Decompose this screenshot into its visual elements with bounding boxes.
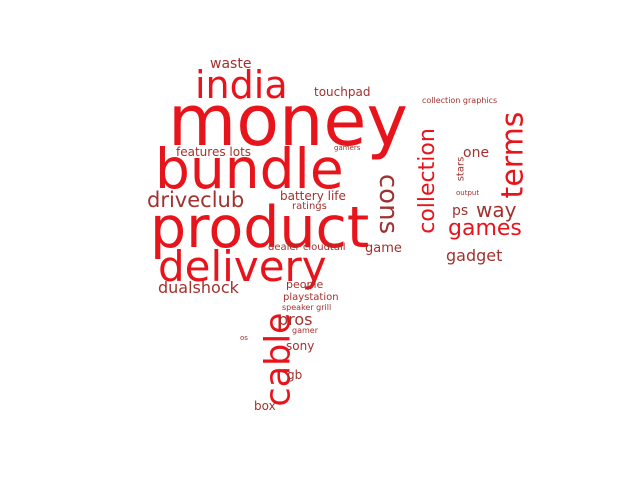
word-speaker-grill: speaker grill — [282, 303, 332, 312]
word-battery-life: battery life — [280, 189, 346, 203]
word-waste: waste — [210, 56, 252, 72]
word-features-lots: features lots — [176, 145, 252, 159]
word-india: india — [195, 63, 288, 107]
word-playstation: playstation — [283, 292, 339, 303]
word-os: os — [240, 334, 248, 342]
word-gb: gb — [287, 368, 303, 382]
word-collection: collection — [414, 128, 440, 234]
word-games: games — [448, 216, 522, 241]
word-way: way — [476, 198, 517, 222]
word-one: one — [463, 145, 490, 161]
word-gamers: gamers — [334, 144, 361, 152]
word-driveclub: driveclub — [147, 188, 245, 212]
word-bundle: bundle — [155, 137, 344, 201]
word-sony: sony — [286, 339, 315, 353]
word-box: box — [254, 399, 276, 413]
word-product: product — [150, 195, 370, 261]
word-collection-graphics: collection graphics — [422, 96, 498, 105]
word-money: money — [168, 80, 408, 162]
word-people: people — [286, 278, 324, 291]
word-ps: ps — [452, 203, 469, 219]
word-delivery: delivery — [158, 242, 327, 291]
word-cons: cons — [373, 173, 404, 235]
word-ratings: ratings — [292, 201, 327, 212]
word-output: output — [456, 189, 480, 197]
word-pros: pros — [278, 310, 313, 329]
word-dealer-cloudtail: dealer cloudtail — [268, 242, 346, 253]
word-stars: stars — [455, 156, 467, 182]
word-gadget: gadget — [446, 246, 503, 265]
word-gamer: gamer — [292, 326, 318, 335]
word-dualshock: dualshock — [158, 278, 239, 297]
word-touchpad: touchpad — [314, 85, 371, 99]
word-game: game — [365, 241, 402, 256]
word-terms: terms — [495, 111, 531, 199]
